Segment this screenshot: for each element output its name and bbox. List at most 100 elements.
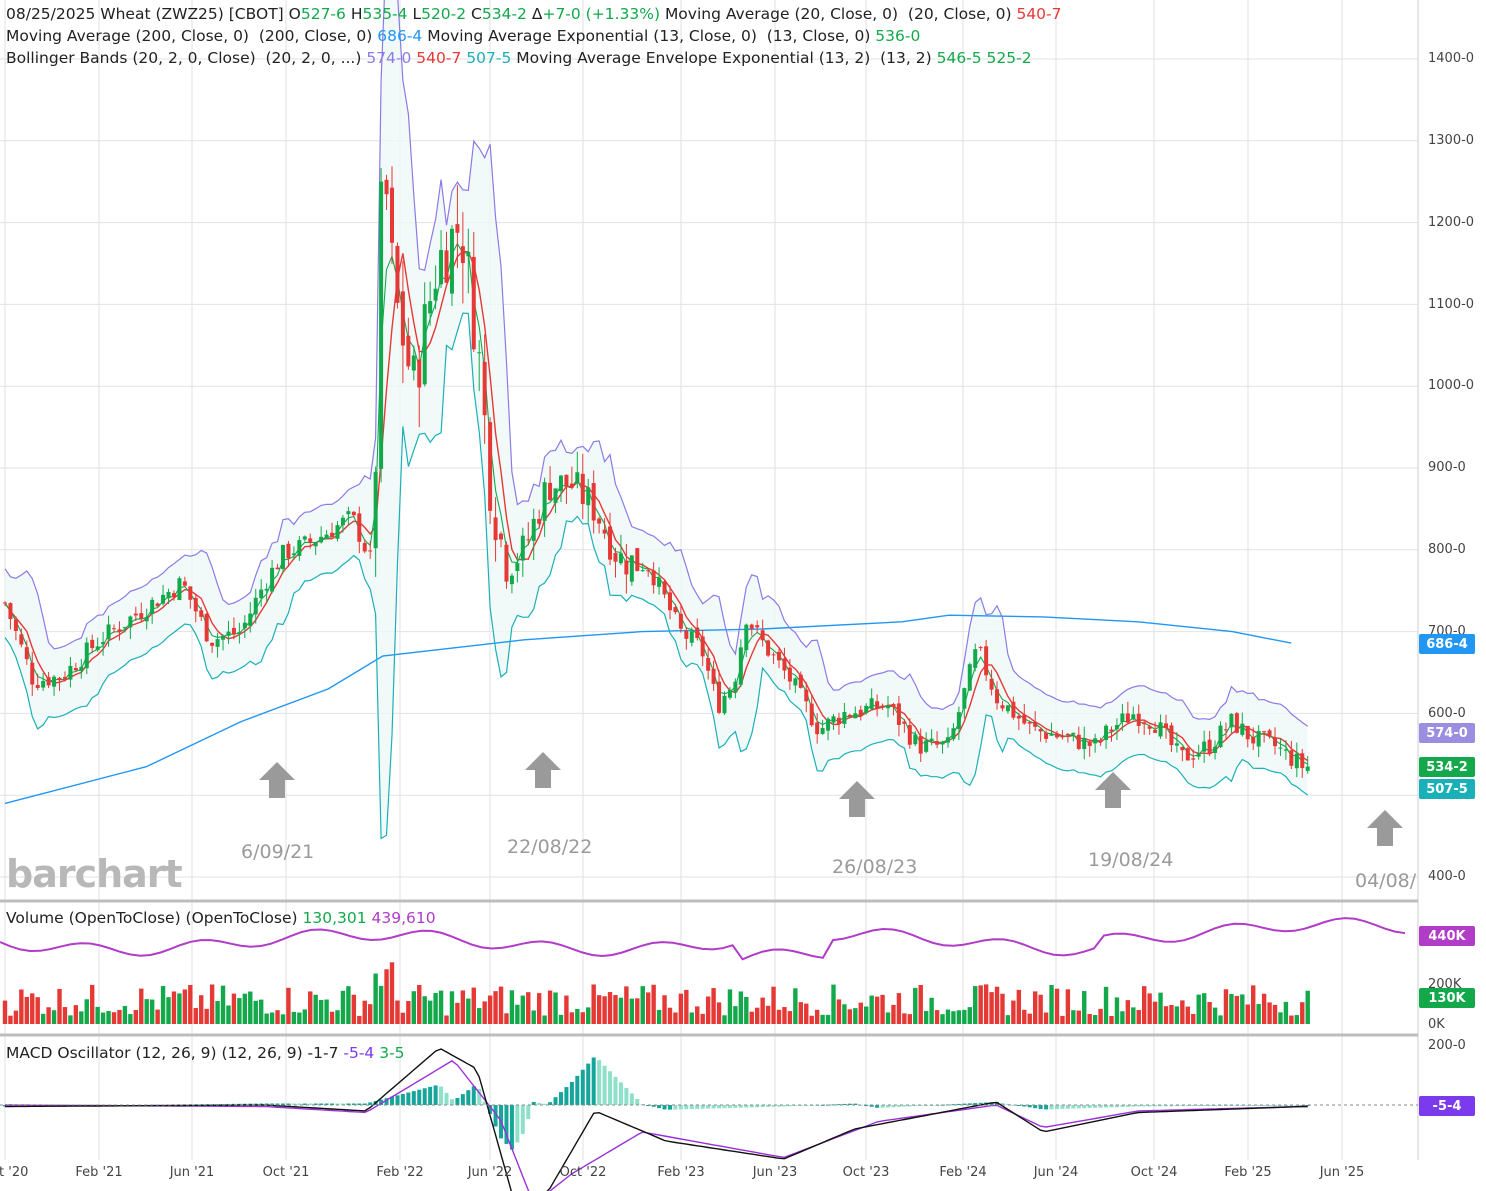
volume-bars [2,962,1310,1024]
volume-bar-26 [144,999,149,1024]
macd-hist-bar-175 [956,1103,961,1105]
volume-bar-101 [553,992,558,1024]
candle-body-85 [466,251,471,257]
macd-hist-bar-69 [379,1099,384,1105]
candle-body-9 [52,676,57,687]
volume-bar-114 [624,986,629,1024]
x-tick-12: Oct '24 [1130,1165,1178,1180]
x-tick-0: Oct '20 [0,1165,29,1180]
volume-bar-44 [242,993,248,1024]
macd-hist-bar-220 [1202,1105,1207,1106]
candle-body-207 [1131,714,1136,720]
volume-bar-184 [1005,1015,1011,1024]
volume-bar-54 [297,1012,302,1024]
volume-bar-87 [477,1008,482,1024]
hdr1-run-10: +7-0 (+1.33%) [542,5,665,23]
volume-average-polyline [0,917,1406,961]
macd-hist-bar-61 [335,1103,340,1105]
volume-bar-210 [1147,993,1152,1024]
volume-bar-2 [13,1010,19,1024]
candle-body-156 [853,713,858,719]
candle-body-97 [531,518,536,541]
volume-bar-155 [847,1009,853,1024]
macd-hist-bar-143 [782,1105,787,1107]
badge-volume: 130K [1419,988,1475,1008]
candle-body-219 [1196,753,1201,757]
macd-hist-bar-116 [635,1098,640,1105]
bollinger-lower-line [4,312,1309,840]
hdr3-run-0: Bollinger Bands (20, 2, 0, Close) (20, 2… [6,49,367,67]
volume-bar-190 [1038,994,1043,1024]
volume-bar-16 [90,984,95,1024]
candle-body-159 [869,698,874,710]
volume-bar-96 [526,992,531,1024]
candle-body-124 [678,613,683,629]
macd-hist-bar-92 [504,1105,509,1144]
macd-hist-bar-212 [1158,1105,1163,1107]
macd-hist-bar-165 [902,1105,907,1107]
macd-hist-bar-214 [1169,1105,1174,1107]
y-tick-macd-200: 200-0 [1428,1038,1466,1053]
macd-hist-bar-88 [482,1101,487,1105]
candle-body-170 [929,738,934,741]
candle-body-174 [951,728,956,740]
macd-hist-bar-49 [270,1103,275,1105]
candle-body-2 [13,619,18,632]
candle-body-38 [210,642,215,646]
candle-body-163 [891,704,896,707]
volume-average-line [0,917,1406,961]
candle-body-131 [717,681,722,713]
macd-hist-bar-109 [597,1060,602,1105]
volume-bar-93 [509,990,515,1024]
volume-bar-79 [433,993,438,1024]
candle-body-225 [1229,713,1234,728]
arrow-5 [1367,810,1403,846]
volume-bar-5 [30,993,35,1024]
macdlbl-run-1: -5-4 [343,1044,380,1062]
badge-close: 534-2 [1419,757,1475,777]
volume-bar-220 [1201,993,1207,1024]
macd-hist-bar-97 [531,1102,536,1105]
volume-bar-128 [700,1013,705,1024]
candle-body-168 [918,736,923,754]
volume-bar-1 [8,1015,13,1024]
volume-bar-94 [515,1004,520,1024]
volume-bar-196 [1071,1010,1076,1024]
candle-body-48 [264,588,269,591]
candle-body-138 [755,625,760,628]
candle-body-121 [662,581,667,595]
macd-hist-bar-42 [231,1103,236,1105]
volume-bar-127 [695,1006,700,1024]
macd-hist-bar-110 [602,1065,607,1105]
macd-hist-bar-74 [406,1092,411,1105]
volume-bar-118 [645,992,651,1024]
volume-bar-200 [1092,1014,1098,1024]
candle-body-105 [575,472,580,484]
candle-body-80 [439,250,444,285]
volume-bar-60 [329,1011,335,1024]
volume-bar-9 [51,1010,57,1024]
volume-bar-122 [667,1007,673,1024]
x-tick-6: Oct '22 [559,1165,607,1180]
volume-bar-131 [716,1002,722,1024]
volume-bar-95 [520,995,526,1024]
candle-body-154 [842,711,847,724]
hdr1-run-11: Moving Average (20, Close, 0) (20, Close… [664,5,1017,23]
volume-bar-219 [1196,994,1201,1024]
volume-bar-38 [209,984,215,1024]
candle-body-236 [1289,750,1294,766]
candle-body-157 [858,709,863,716]
volume-bar-139 [760,997,765,1024]
hdr1-run-6: 520-2 [421,5,472,23]
macd-hist-bar-121 [662,1105,667,1110]
macd-hist-bar-195 [1065,1105,1070,1109]
candle-body-234 [1278,747,1283,749]
candle-body-0 [3,602,7,604]
volume-bar-92 [504,1013,509,1024]
candle-body-196 [1071,732,1076,735]
candle-body-120 [657,577,662,587]
volume-bar-21 [117,1009,122,1024]
volume-bar-82 [449,991,455,1024]
macd-hist-bar-46 [253,1103,258,1105]
